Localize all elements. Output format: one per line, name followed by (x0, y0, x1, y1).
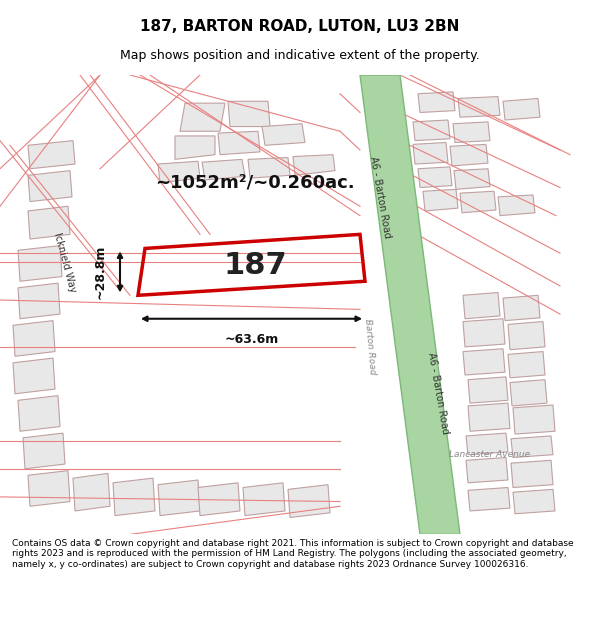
Polygon shape (218, 131, 260, 154)
Polygon shape (18, 246, 62, 281)
Text: Barton Road: Barton Road (363, 319, 377, 375)
Polygon shape (468, 488, 510, 511)
Text: A6 - Barton Road: A6 - Barton Road (368, 155, 392, 239)
Polygon shape (175, 136, 215, 159)
Polygon shape (293, 154, 335, 175)
Polygon shape (503, 98, 540, 120)
Polygon shape (28, 141, 75, 169)
Polygon shape (360, 75, 460, 534)
Polygon shape (466, 433, 508, 455)
Text: 187, BARTON ROAD, LUTON, LU3 2BN: 187, BARTON ROAD, LUTON, LU3 2BN (140, 19, 460, 34)
Polygon shape (413, 120, 450, 141)
Polygon shape (158, 480, 200, 516)
Polygon shape (248, 158, 290, 178)
Polygon shape (28, 171, 72, 201)
Text: ~1052m²/~0.260ac.: ~1052m²/~0.260ac. (155, 174, 355, 192)
Polygon shape (463, 349, 505, 375)
Polygon shape (450, 144, 488, 166)
Polygon shape (180, 103, 225, 131)
Polygon shape (513, 405, 555, 434)
Text: ~28.8m: ~28.8m (94, 244, 107, 299)
Polygon shape (243, 482, 285, 516)
Text: Map shows position and indicative extent of the property.: Map shows position and indicative extent… (120, 49, 480, 62)
Polygon shape (454, 169, 490, 189)
Polygon shape (466, 458, 508, 482)
Polygon shape (508, 321, 545, 350)
Polygon shape (113, 478, 155, 516)
Text: 187: 187 (223, 251, 287, 280)
Polygon shape (158, 161, 200, 182)
Polygon shape (418, 92, 455, 112)
Text: Contains OS data © Crown copyright and database right 2021. This information is : Contains OS data © Crown copyright and d… (12, 539, 574, 569)
Polygon shape (28, 471, 70, 506)
Polygon shape (423, 189, 458, 211)
Text: Lancaster Avenue: Lancaster Avenue (449, 450, 530, 459)
Polygon shape (458, 96, 500, 117)
Polygon shape (513, 489, 555, 514)
Polygon shape (198, 482, 240, 516)
Polygon shape (413, 142, 448, 164)
Polygon shape (418, 167, 452, 187)
Polygon shape (18, 396, 60, 431)
Polygon shape (13, 321, 55, 356)
Polygon shape (262, 124, 305, 145)
Polygon shape (511, 460, 553, 488)
Polygon shape (510, 379, 547, 406)
Polygon shape (453, 122, 490, 142)
Polygon shape (460, 191, 496, 213)
Polygon shape (23, 433, 65, 469)
Text: A6 - Barton Road: A6 - Barton Road (426, 352, 450, 436)
Polygon shape (18, 283, 60, 319)
Polygon shape (463, 319, 505, 347)
Polygon shape (498, 195, 535, 216)
Polygon shape (468, 403, 510, 431)
Polygon shape (463, 292, 500, 319)
Polygon shape (13, 358, 55, 394)
Text: ~63.6m: ~63.6m (225, 332, 279, 346)
Polygon shape (73, 474, 110, 511)
Polygon shape (508, 351, 545, 378)
Text: Icknield Way: Icknield Way (52, 231, 78, 294)
Polygon shape (468, 377, 508, 403)
Polygon shape (503, 295, 540, 321)
Polygon shape (202, 159, 245, 180)
Polygon shape (28, 206, 70, 239)
Polygon shape (228, 101, 270, 126)
Polygon shape (511, 436, 553, 457)
Polygon shape (288, 485, 330, 518)
